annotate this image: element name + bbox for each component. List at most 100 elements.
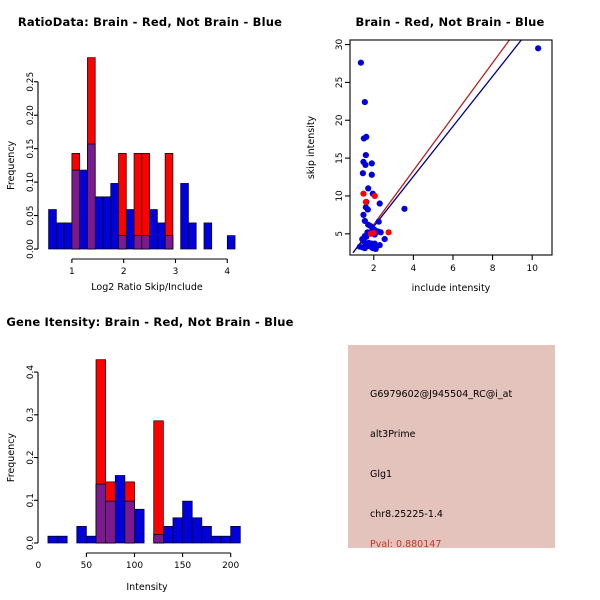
histogram-bar-blue [114,475,126,544]
histogram-bar-blue [172,517,183,544]
scatter-point [535,45,542,52]
y-axis-tick-label: 15 [335,152,345,163]
histogram-bar-blue [86,535,97,544]
y-axis-label: Frequency [6,140,17,189]
scatter-point [377,229,384,236]
histogram-bar-overlap [105,500,116,544]
ratio-histogram-title: RatioData: Brain - Red, Not Brain - Blue [17,15,283,29]
info-pvalue: Pval: 0.880147 [370,539,442,550]
histogram-bar-blue [180,183,189,250]
scatter-points [356,45,542,253]
y-axis-label: skip intensity [306,115,317,179]
scatter-point [362,161,369,169]
y-axis-tick-label: 0.10 [26,172,36,192]
y-axis-tick-label: 20 [335,114,345,126]
histogram-bar-blue [230,525,241,544]
scatter-point [376,242,383,249]
y-axis-tick-label: 0.1 [26,493,36,507]
histogram-bar-red [153,420,164,544]
scatter-point [368,171,375,178]
scatter-point [360,190,367,197]
y-axis-tick-label: 0.15 [26,139,36,159]
x-axis-tick-label: 3 [173,267,179,277]
x-axis-label: include intensity [412,283,491,294]
histogram-bar-blue [182,500,193,544]
plot-frame [349,39,553,256]
gene-intensity-bars [47,359,241,544]
scatter-point [359,170,366,177]
histogram-bar-blue [163,525,174,544]
histogram-bar-blue [94,196,104,250]
scatter-point [371,192,378,200]
x-axis-tick-label: 100 [126,561,143,571]
scatter-fit-lines [352,40,522,254]
histogram-bar-blue [47,535,58,544]
histogram-bar-blue [203,222,213,250]
histogram-bar-blue [63,222,73,250]
x-axis-tick-label: 50 [81,561,93,571]
scatter-point [362,198,369,206]
x-axis-label: Log2 Ratio Skip/Include [91,282,203,293]
x-axis-tick-label: 0 [35,561,41,571]
histogram-bar-overlap [95,483,106,544]
histogram-bar-blue [201,525,212,544]
scatter-point [368,160,375,167]
ratio-histogram-svg: 0.00 0.05 0.10 0.15 0.20 0.25 Frequency 1 2 3 4 Log… [6,57,236,293]
gene-intensity-histogram-svg: 0.0 0.1 0.2 0.3 0.4 Frequency 0 50 100 150 200 Inte… [6,359,241,593]
scatter-point [385,229,392,236]
x-axis-tick-label: 2 [371,264,377,274]
x-axis-tick-label: 4 [411,264,417,274]
histogram-bar-red [133,152,143,250]
scatter-point [376,200,383,207]
y-axis-tick-label: 0.00 [26,239,36,259]
histogram-bar-blue [79,169,88,250]
scatter-axes: 5 10 15 20 25 30 skip intensity 2 4 6 8 10 include i… [306,39,553,294]
x-axis-tick-label: 6 [450,264,456,274]
scatter-point [356,243,364,250]
histogram-bar-overlap [124,500,135,544]
x-axis-tick-label: 8 [490,264,496,274]
intensity-scatter-svg: 5 10 15 20 25 30 skip intensity 2 4 6 8 10 include i… [306,39,553,294]
histogram-bar-blue [110,183,119,250]
histogram-bar-blue [56,222,65,250]
scatter-point [362,151,369,159]
x-axis-tick-label: 150 [174,561,191,571]
ratio-histogram-bars [48,57,236,250]
histogram-bar-overlap [87,143,96,250]
intensity-scatter-panel: Brain - Red, Not Brain - Blue 5 10 15 20 25 3… [300,0,600,300]
histogram-bar-overlap [133,235,143,250]
histogram-bar-red [164,152,174,250]
y-axis-tick-label: 0.25 [26,72,36,92]
scatter-point [361,98,368,106]
scatter-fit-line [352,40,522,254]
intensity-scatter-title: Brain - Red, Not Brain - Blue [355,15,545,29]
y-axis-tick-label: 10 [335,190,345,202]
y-axis-tick-label: 0.05 [26,206,36,226]
x-axis-tick-label: 200 [222,561,239,571]
histogram-bar-blue [211,535,222,544]
scatter-point [360,135,367,142]
scatter-point [367,230,374,237]
x-axis-tick-label: 10 [526,264,538,274]
scatter-point [360,211,367,218]
scatter-point [375,218,382,225]
scatter-point [381,236,388,243]
histogram-bar-blue [125,209,135,250]
y-axis-tick-label: 0.4 [26,365,36,380]
x-axis-label: Intensity [126,582,168,593]
histogram-bar-blue [220,535,232,544]
info-locus: chr8.25225-1.4 [370,509,443,520]
histogram-bar-blue [149,209,158,250]
y-axis-tick-label: 5 [335,231,345,237]
x-axis-tick-label: 4 [224,267,230,277]
y-axis-tick-label: 0.20 [26,105,36,125]
histogram-bar-overlap [164,235,174,250]
histogram-bar-red [118,152,127,250]
scatter-point [372,245,379,253]
scatter-point [401,205,408,212]
x-axis-tick-label: 2 [121,267,127,277]
histogram-bar-blue [134,508,145,544]
x-axis-tick-label: 1 [69,267,75,277]
histogram-bar-overlap [118,235,127,250]
